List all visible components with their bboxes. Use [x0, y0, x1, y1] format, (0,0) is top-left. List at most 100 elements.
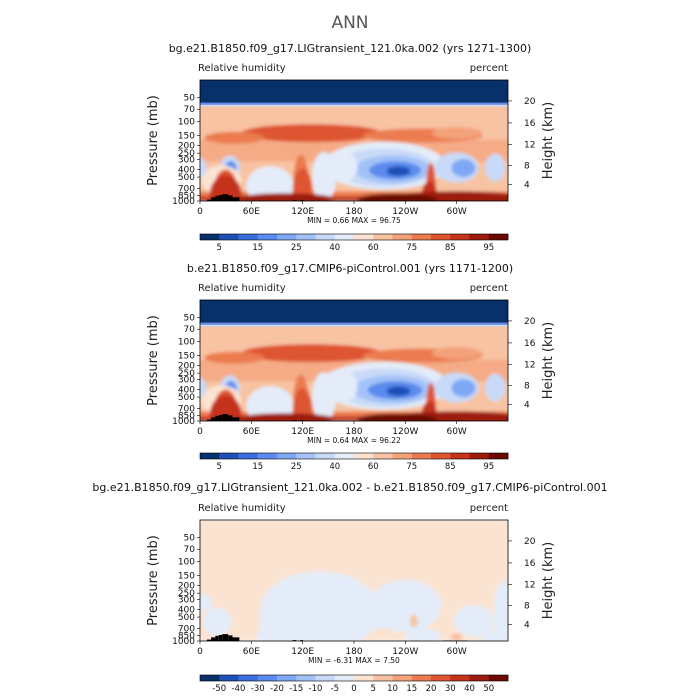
- y-tick-label: 850: [178, 411, 195, 421]
- y2-tick-label: 8: [524, 381, 530, 391]
- y2-tick-label: 12: [524, 360, 535, 370]
- colorbar-swatch: [354, 234, 374, 240]
- y-axis-label: Pressure (mb): [146, 315, 161, 406]
- colorbar-swatch: [315, 234, 336, 240]
- y-tick-label: 300: [178, 155, 195, 165]
- colorbar-swatch: [219, 675, 239, 681]
- colorbar-swatch: [450, 453, 470, 459]
- y2-tick-label: 12: [524, 140, 535, 150]
- y-tick-label: 150: [178, 572, 195, 582]
- y2-tick-label: 8: [524, 601, 530, 611]
- x-tick-label: 120W: [392, 427, 418, 437]
- y2-tick-label: 4: [524, 620, 530, 630]
- colorbar-label: -5: [331, 684, 339, 694]
- colorbar-label: 50: [483, 684, 494, 694]
- colorbar-label: 15: [406, 684, 417, 694]
- colorbar-label: 5: [217, 462, 222, 472]
- contour-field: [200, 520, 508, 641]
- x-tick-label: 60E: [243, 427, 260, 437]
- y-tick-label: 300: [178, 375, 195, 385]
- height-axis: 20 16 12 8 4: [508, 317, 536, 410]
- y2-axis-label: Height (km): [541, 102, 556, 179]
- y-tick-label: 250: [178, 149, 195, 159]
- min-max-label: MIN = 0.64 MAX = 96.22: [307, 436, 401, 445]
- y-tick-label: 100: [178, 338, 195, 348]
- chart-panel-3: bg.e21.B1850.f09_g17.LIGtransient_121.0k…: [92, 481, 607, 694]
- colorbar-swatch: [392, 453, 413, 459]
- units-label: percent: [470, 503, 508, 514]
- y-tick-label: 1000: [172, 417, 195, 427]
- y-tick-label: 500: [178, 173, 195, 183]
- colorbar-label: -20: [270, 684, 284, 694]
- y-tick-label: 500: [178, 393, 195, 403]
- x-tick-label: 120E: [291, 647, 314, 657]
- y2-tick-label: 4: [524, 400, 530, 410]
- y2-tick-label: 16: [524, 559, 536, 569]
- y-axis-label: Pressure (mb): [146, 95, 161, 186]
- colorbar-label: -10: [309, 684, 323, 694]
- colorbar-swatch: [200, 234, 220, 240]
- colorbar-label: 15: [252, 243, 263, 253]
- panel-title: bg.e21.B1850.f09_g17.LIGtransient_121.0k…: [169, 42, 532, 55]
- y2-tick-label: 20: [524, 97, 536, 107]
- y-tick-label: 200: [178, 141, 195, 151]
- x-tick-label: 0: [197, 207, 203, 217]
- colorbar-swatch: [450, 675, 470, 681]
- y-tick-label: 300: [178, 595, 195, 605]
- panel-title: bg.e21.B1850.f09_g17.LIGtransient_121.0k…: [92, 481, 607, 494]
- y-tick-label: 50: [184, 314, 196, 324]
- colorbar-swatch: [257, 234, 278, 240]
- colorbar-swatch: [238, 234, 259, 240]
- x-tick-label: 120W: [392, 647, 418, 657]
- y-tick-label: 700: [178, 185, 195, 195]
- height-axis: 20 16 12 8 4: [508, 537, 536, 630]
- variable-label: Relative humidity: [198, 63, 286, 74]
- colorbar-label: 0: [351, 684, 356, 694]
- y-tick-label: 850: [178, 191, 195, 201]
- colorbar-swatch: [277, 453, 297, 459]
- units-label: percent: [470, 283, 508, 294]
- colorbar-swatch: [277, 234, 297, 240]
- colorbar-swatch: [257, 453, 278, 459]
- x-tick-label: 0: [197, 647, 203, 657]
- y-axis-label: Pressure (mb): [146, 535, 161, 626]
- height-axis: 20 16 12 8 4: [508, 97, 536, 190]
- y-tick-label: 400: [178, 605, 195, 615]
- y-tick-label: 250: [178, 589, 195, 599]
- colorbar-label: 95: [483, 243, 494, 253]
- colorbar-swatch: [238, 675, 259, 681]
- colorbar-swatch: [469, 234, 490, 240]
- figure-title: ANN: [331, 13, 368, 33]
- colorbar-swatch: [469, 453, 490, 459]
- colorbar-label: -40: [232, 684, 246, 694]
- y-tick-label: 400: [178, 165, 195, 175]
- colorbar-swatch: [334, 675, 355, 681]
- y-tick-label: 70: [184, 105, 196, 115]
- colorbar-swatch: [334, 453, 355, 459]
- colorbar-label: 85: [445, 462, 456, 472]
- colorbar-swatch: [411, 453, 432, 459]
- colorbar-label: 40: [329, 243, 340, 253]
- y-tick-label: 700: [178, 625, 195, 635]
- y-tick-label: 200: [178, 361, 195, 371]
- chart-panel-1: bg.e21.B1850.f09_g17.LIGtransient_121.0k…: [146, 42, 556, 253]
- colorbar-swatch: [431, 675, 451, 681]
- y-tick-label: 50: [184, 534, 196, 544]
- units-label: percent: [470, 63, 508, 74]
- longitude-axis: 0 60E 120E 180 120W 60W: [197, 641, 467, 657]
- colorbar-swatch: [488, 453, 509, 459]
- colorbar-label: 25: [291, 462, 302, 472]
- colorbar-label: 95: [483, 462, 494, 472]
- y2-tick-label: 20: [524, 317, 536, 327]
- x-tick-label: 120E: [291, 207, 314, 217]
- y2-tick-label: 20: [524, 537, 536, 547]
- x-tick-label: 180: [345, 427, 362, 437]
- panel-title: b.e21.B1850.f09_g17.CMIP6-piControl.001 …: [187, 262, 513, 275]
- colorbar-swatch: [392, 675, 413, 681]
- y2-tick-label: 16: [524, 339, 536, 349]
- y-tick-label: 150: [178, 352, 195, 362]
- colorbar-swatch: [257, 675, 278, 681]
- y-tick-label: 1000: [172, 637, 195, 647]
